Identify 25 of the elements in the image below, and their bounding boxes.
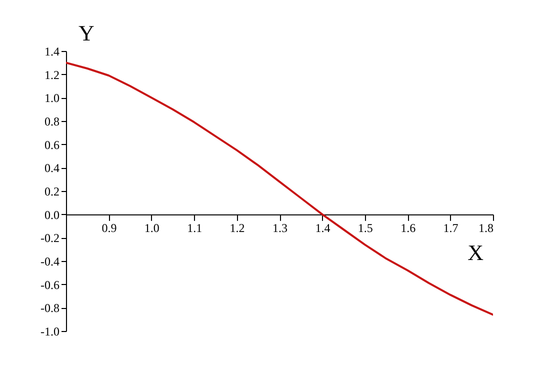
x-tick-label: 1.0 xyxy=(144,220,160,235)
y-tick-label: -1.0 xyxy=(40,324,60,338)
y-tick-label: 0.0 xyxy=(44,208,60,222)
y-tick-label: 0.4 xyxy=(44,161,60,176)
y-tick-label: 1.4 xyxy=(44,44,60,58)
x-tick-label: 1.4 xyxy=(315,220,330,235)
y-tick-label: 1.2 xyxy=(44,68,60,82)
y-tick-label: 0.2 xyxy=(44,184,60,198)
y-axis-title: Y xyxy=(78,20,94,46)
y-tick-label: -0.6 xyxy=(40,278,60,292)
y-tick-label: 0.6 xyxy=(44,138,60,152)
y-tick-label: 0.8 xyxy=(44,114,60,128)
x-tick-label: 1.6 xyxy=(400,220,416,235)
y-tick-label: -0.4 xyxy=(40,254,60,268)
x-tick-label: 1.8 xyxy=(478,220,494,235)
x-tick-label: 1.1 xyxy=(187,220,202,235)
x-tick-label: 1.2 xyxy=(230,220,245,235)
x-axis-title: X xyxy=(468,240,484,265)
y-tick-label: 1.0 xyxy=(44,91,60,106)
y-tick-label: -0.8 xyxy=(40,301,60,316)
x-tick-label: 0.9 xyxy=(102,220,117,235)
x-tick-label: 1.5 xyxy=(358,220,373,235)
x-tick-label: 1.7 xyxy=(443,220,458,235)
x-tick-label: 1.3 xyxy=(272,220,288,235)
y-tick-label: -0.2 xyxy=(40,231,60,246)
